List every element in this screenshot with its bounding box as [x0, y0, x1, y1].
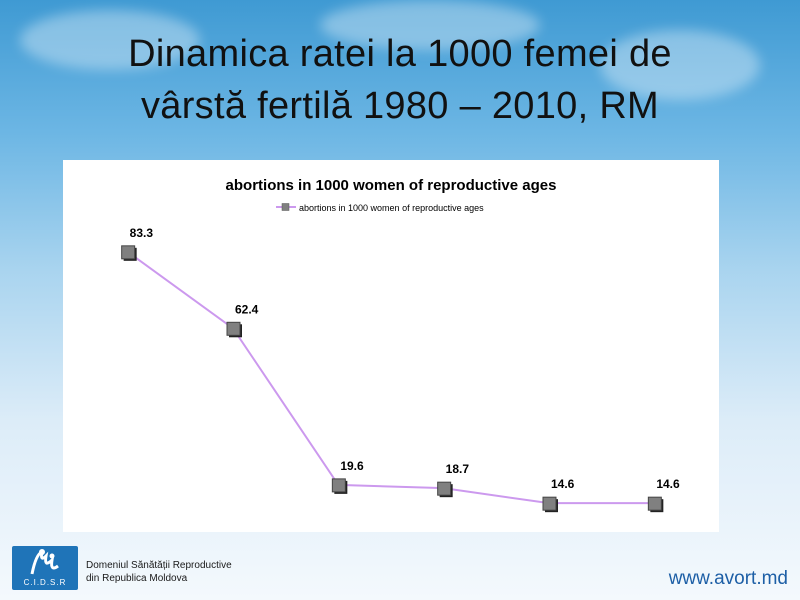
org-line-2: din Republica Moldova: [86, 573, 188, 584]
series-line: [127, 251, 655, 505]
data-label: 14.6: [551, 477, 575, 491]
line-chart: abortions in 1000 women of reproductive …: [121, 177, 680, 513]
data-point-marker: [226, 321, 241, 336]
legend-label: abortions in 1000 women of reproductive …: [299, 203, 484, 213]
background-cloud: [320, 0, 540, 50]
slide-title: Dinamica ratei la 1000 femei de vârstă f…: [0, 28, 800, 132]
data-label: 62.4: [235, 302, 259, 316]
cidsr-logo: C.I.D.S.R: [12, 546, 78, 590]
data-point-marker: [542, 496, 557, 511]
organization-name: Domeniul Sănătății Reproductive din Repu…: [86, 559, 232, 585]
data-point-marker: [437, 481, 452, 496]
slide-title-line-1: Dinamica ratei la 1000 femei de: [128, 33, 672, 75]
slide-title-line-2: vârstă fertilă 1980 – 2010, RM: [140, 85, 660, 127]
background-cloud: [20, 10, 200, 70]
figures-icon: [30, 549, 59, 575]
data-point-marker: [647, 496, 662, 511]
website-link[interactable]: www.avort.md: [668, 568, 788, 589]
chart-title: abortions in 1000 women of reproductive …: [226, 177, 557, 194]
background-cloud: [600, 30, 760, 100]
data-label: 18.7: [446, 462, 470, 476]
data-label: 83.3: [130, 226, 154, 240]
data-label: 19.6: [340, 459, 364, 473]
chart-panel: abortions in 1000 women of reproductive …: [63, 160, 719, 532]
data-point-marker: [331, 478, 346, 493]
legend-marker: [281, 203, 290, 211]
org-line-1: Domeniul Sănătății Reproductive: [86, 560, 232, 571]
logo-text: C.I.D.S.R: [23, 578, 67, 587]
data-point-marker: [121, 245, 136, 260]
data-label: 14.6: [656, 477, 680, 491]
